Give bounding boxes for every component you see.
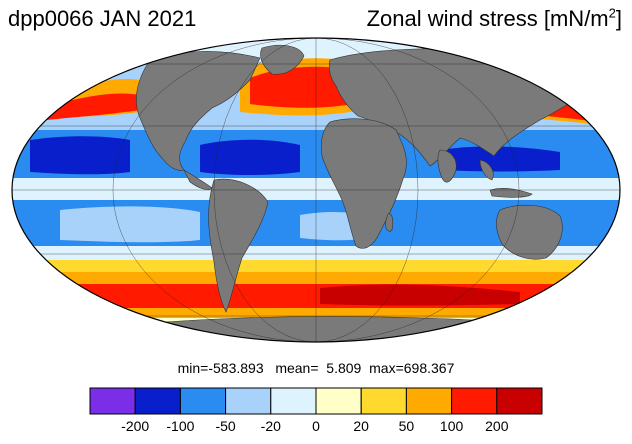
colorbar-swatch [496,387,543,415]
mean-value: 5.809 [326,360,362,376]
graticule [12,38,620,342]
colorbar-swatch [315,387,362,415]
colorbar-tick-label: -100 [166,418,195,434]
colorbar-swatch [89,387,136,415]
colorbar-tick-label: 200 [485,418,509,434]
plot-title: dpp0066 JAN 2021 [8,6,197,31]
colorbar-tick-label: 100 [439,418,464,434]
colorbar-swatch [134,387,181,415]
map-outline [11,37,621,343]
colorbar-tick-label: 50 [398,418,415,434]
max-label: max= [369,360,404,376]
variable-title-exponent: 2 [608,5,616,21]
min-value: -583.893 [208,360,264,376]
variable-title: Zonal wind stress [mN/m2] [367,6,622,32]
colorbar-swatch [225,387,272,415]
wind-stress-field [12,38,620,342]
colorbar-tick-label: 20 [353,418,369,434]
colorbar-swatch [451,387,498,415]
colorbar-swatch [360,387,407,415]
colorbar-tick-label: 0 [312,418,320,434]
colorbar-tick-label: -200 [121,418,150,434]
colorbar-swatch [179,387,227,415]
variable-title-end: ] [615,6,622,31]
min-label: min= [177,360,209,376]
colorbar-swatch [405,387,453,415]
colorbar-tick-label: -20 [260,418,281,434]
max-value: 698.367 [403,360,455,376]
mean-label: mean= [275,360,319,376]
world-map [11,37,621,343]
variable-title-main: Zonal wind stress [mN/m [366,6,609,31]
colorbar-swatch [270,387,317,415]
statistics-line: min=-583.893 mean= 5.809 max=698.367 [0,360,632,376]
colorbar-tick-label: -50 [215,418,236,434]
